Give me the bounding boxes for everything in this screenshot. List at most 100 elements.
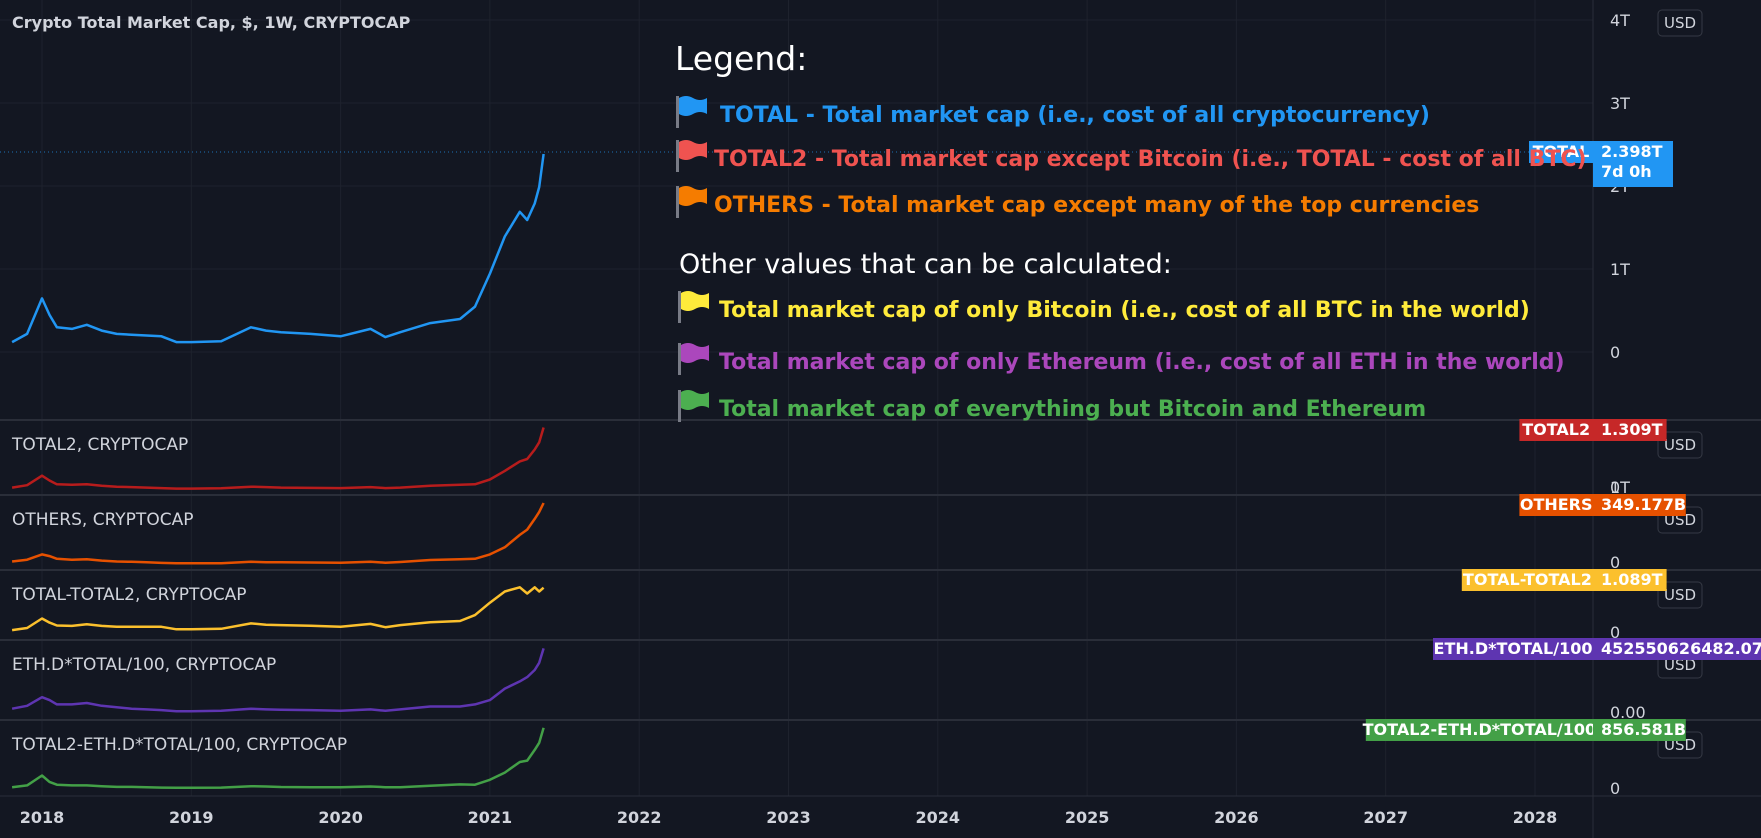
- series-line-5[interactable]: [11, 727, 545, 789]
- currency-button[interactable]: USD: [1657, 431, 1703, 459]
- series-price-tag[interactable]: ETH.D*TOTAL/100 452550626482.07: [1433, 638, 1761, 660]
- currency-button-bg[interactable]: [1657, 431, 1703, 459]
- series-line-0[interactable]: [11, 153, 545, 344]
- series-price-tag[interactable]: OTHERS 349.177B: [1519, 494, 1686, 516]
- tag-name: TOTAL-TOTAL2: [1463, 570, 1592, 589]
- x-tick-label: 2021: [468, 808, 513, 827]
- tag-value: 1.089T: [1601, 570, 1663, 589]
- legend-heading: Legend:: [675, 39, 807, 78]
- x-tick-label: 2022: [617, 808, 662, 827]
- tag-name: ETH.D*TOTAL/100: [1434, 639, 1593, 658]
- x-tick-label: 2023: [766, 808, 811, 827]
- flag-pole: [676, 186, 679, 218]
- tag-value: 1.309T: [1601, 420, 1663, 439]
- tag-value-bg: [1593, 719, 1686, 741]
- legend-annotation: Legend: TOTAL - Total market cap (i.e., c…: [675, 39, 1587, 422]
- tag-name: TOTAL2: [1522, 420, 1590, 439]
- tag-value: 2.398T: [1601, 142, 1663, 161]
- flag-icon: [678, 390, 709, 422]
- x-tick-label: 2018: [20, 808, 65, 827]
- legend-item: Total market cap of everything but Bitco…: [719, 397, 1426, 422]
- tag-value-bg: [1593, 569, 1667, 591]
- y-tick-label: 0: [1610, 478, 1620, 497]
- legend-item: TOTAL - Total market cap (i.e., cost of …: [720, 103, 1430, 128]
- legend-item: Total market cap of only Ethereum (i.e.,…: [719, 350, 1565, 375]
- currency-label: USD: [1664, 436, 1696, 454]
- flag-icon: [678, 291, 709, 323]
- flag-cloth: [679, 96, 707, 116]
- series-price-tag[interactable]: TOTAL2-ETH.D*TOTAL/100 856.581B: [1363, 719, 1686, 741]
- tag-name-bg: [1461, 569, 1593, 591]
- flag-icon: [678, 343, 709, 375]
- currency-label: USD: [1664, 586, 1696, 604]
- tag-name-bg: [1365, 719, 1593, 741]
- y-tick-label: 0: [1610, 553, 1620, 572]
- grid-lines: [0, 0, 1593, 796]
- currency-label: USD: [1664, 14, 1696, 32]
- flag-pole: [676, 140, 679, 172]
- tag-value: 349.177B: [1601, 495, 1686, 514]
- flag-pole: [678, 291, 681, 323]
- tag-name-bg: [1529, 141, 1593, 163]
- series-line-2[interactable]: [11, 502, 545, 565]
- x-tick-label: 2020: [318, 808, 363, 827]
- currency-button[interactable]: USD: [1657, 581, 1703, 609]
- tag-name: OTHERS: [1520, 495, 1593, 514]
- legend-subheading: Other values that can be calculated:: [679, 249, 1172, 280]
- tag-value-bg: [1593, 494, 1686, 516]
- y-tick-label: 0: [1610, 623, 1620, 642]
- tag-name: TOTAL: [1533, 142, 1590, 161]
- tag-name-bg: [1519, 494, 1593, 516]
- y-tick-label: 3T: [1610, 94, 1630, 113]
- series-price-tag[interactable]: TOTAL-TOTAL2 1.089T: [1461, 569, 1667, 591]
- currency-label: USD: [1664, 656, 1696, 674]
- pane-title: OTHERS, CRYPTOCAP: [12, 510, 193, 530]
- x-tick-label: 2025: [1065, 808, 1110, 827]
- pane-title: ETH.D*TOTAL/100, CRYPTOCAP: [12, 655, 276, 675]
- tag-name: TOTAL2-ETH.D*TOTAL/100: [1363, 720, 1597, 739]
- legend-item: Total market cap of only Bitcoin (i.e., …: [719, 298, 1530, 323]
- tag-name-bg: [1433, 638, 1593, 660]
- flag-pole: [678, 390, 681, 422]
- tag-value: 452550626482.07: [1601, 639, 1761, 658]
- flag-icon: [676, 140, 707, 172]
- tag-value: 856.581B: [1601, 720, 1686, 739]
- x-tick-label: 2027: [1363, 808, 1408, 827]
- series-line-1[interactable]: [11, 427, 545, 490]
- flag-cloth: [681, 291, 709, 311]
- flag-icon: [676, 96, 707, 128]
- y-tick-label: 1T: [1610, 478, 1630, 497]
- pane-title: TOTAL2-ETH.D*TOTAL/100, CRYPTOCAP: [11, 735, 347, 755]
- y-tick-label: 0: [1610, 779, 1620, 798]
- pane-title: TOTAL-TOTAL2, CRYPTOCAP: [11, 585, 247, 605]
- tag-value-bg: [1593, 419, 1667, 441]
- y-tick-label: 0.00: [1610, 703, 1646, 722]
- currency-button[interactable]: USD: [1657, 9, 1703, 37]
- currency-button-bg[interactable]: [1657, 9, 1703, 37]
- chart-title: Crypto Total Market Cap, $, 1W, CRYPTOCA…: [12, 13, 411, 32]
- y-tick-label: 4T: [1610, 11, 1630, 30]
- tag-value-bg: [1593, 141, 1673, 187]
- series-line-4[interactable]: [11, 648, 545, 713]
- tag-name-bg: [1519, 419, 1593, 441]
- flag-cloth: [679, 140, 707, 160]
- x-tick-label: 2028: [1513, 808, 1558, 827]
- flag-cloth: [681, 390, 709, 410]
- flag-cloth: [681, 343, 709, 363]
- flag-pole: [676, 96, 679, 128]
- tag-countdown: 7d 0h: [1601, 162, 1652, 181]
- x-tick-label: 2024: [916, 808, 961, 827]
- series-price-tag[interactable]: TOTAL2 1.309T: [1519, 419, 1667, 441]
- x-tick-label: 2026: [1214, 808, 1259, 827]
- tag-value-bg: [1593, 638, 1761, 660]
- series-line-3[interactable]: [11, 586, 545, 632]
- y-tick-label: 0: [1610, 343, 1620, 362]
- y-tick-label: 1T: [1610, 260, 1630, 279]
- flag-cloth: [679, 186, 707, 206]
- flag-pole: [678, 343, 681, 375]
- x-tick-label: 2019: [169, 808, 214, 827]
- currency-button-bg[interactable]: [1657, 581, 1703, 609]
